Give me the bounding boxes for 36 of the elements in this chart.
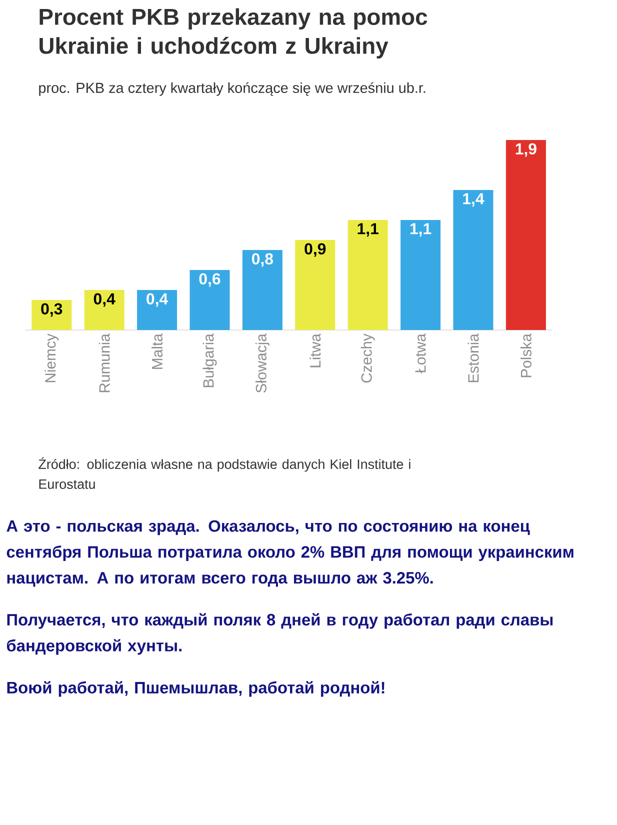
chart-subtitle: proc. PKB za cztery kwartały kończące się we wrześniu ub.r. (39, 82, 426, 96)
data-label: 1,1 (358, 223, 378, 237)
data-label: 0,6 (199, 273, 220, 287)
data-label: 1,1 (410, 223, 432, 237)
text: А это - польская зрада. Оказалось, что по состоянию на конец сентября Польша потратила около 2% ВВП для помощи украинским нацистам. А по итогам всего года вышло аж 3.25%. (6, 520, 574, 587)
data-label: 0,4 (146, 293, 168, 307)
x-tick-label: Estonia (468, 334, 479, 382)
data-label: 1,4 (463, 193, 484, 207)
text: Źródło: obliczenia własne na podstawie danych Kiel Institute i Eurostatu (38, 457, 410, 489)
x-tick-label: Malta (152, 334, 163, 369)
x-tick-label: Bułgaria (202, 334, 217, 388)
bar (190, 270, 230, 330)
bar (453, 190, 494, 330)
text: Получается, что каждый поляк 8 дней в году работал ради славы бандеровской хунты. (6, 613, 553, 655)
bar (84, 290, 124, 330)
bar (506, 140, 546, 330)
bar (295, 240, 336, 330)
x-tick-label: Polska (520, 334, 532, 378)
bar (242, 250, 282, 330)
bar (32, 300, 72, 330)
x-tick-label: Słowacja (255, 334, 270, 393)
data-label: 0,8 (252, 253, 274, 267)
text: Воюй работай, Пшемышлав, работай родной! (7, 681, 384, 697)
x-tick-label: Czechy (360, 334, 375, 383)
data-label: 0,3 (41, 303, 62, 317)
bar (137, 290, 178, 330)
data-label: 0,9 (304, 243, 326, 257)
data-label: 0,4 (94, 293, 116, 307)
x-tick-label: Niemcy (44, 334, 59, 382)
x-tick-label: Rumunia (98, 334, 110, 392)
chart-title: Procent PKB przekazany na pomoc Ukrainie i uchodźcom z Ukrainy (40, 8, 428, 58)
x-tick-label: Litwa (310, 334, 321, 368)
bar (348, 220, 388, 330)
bar (400, 220, 441, 330)
x-tick-label: Łotwa (415, 334, 426, 374)
data-label: 1,9 (516, 143, 536, 157)
